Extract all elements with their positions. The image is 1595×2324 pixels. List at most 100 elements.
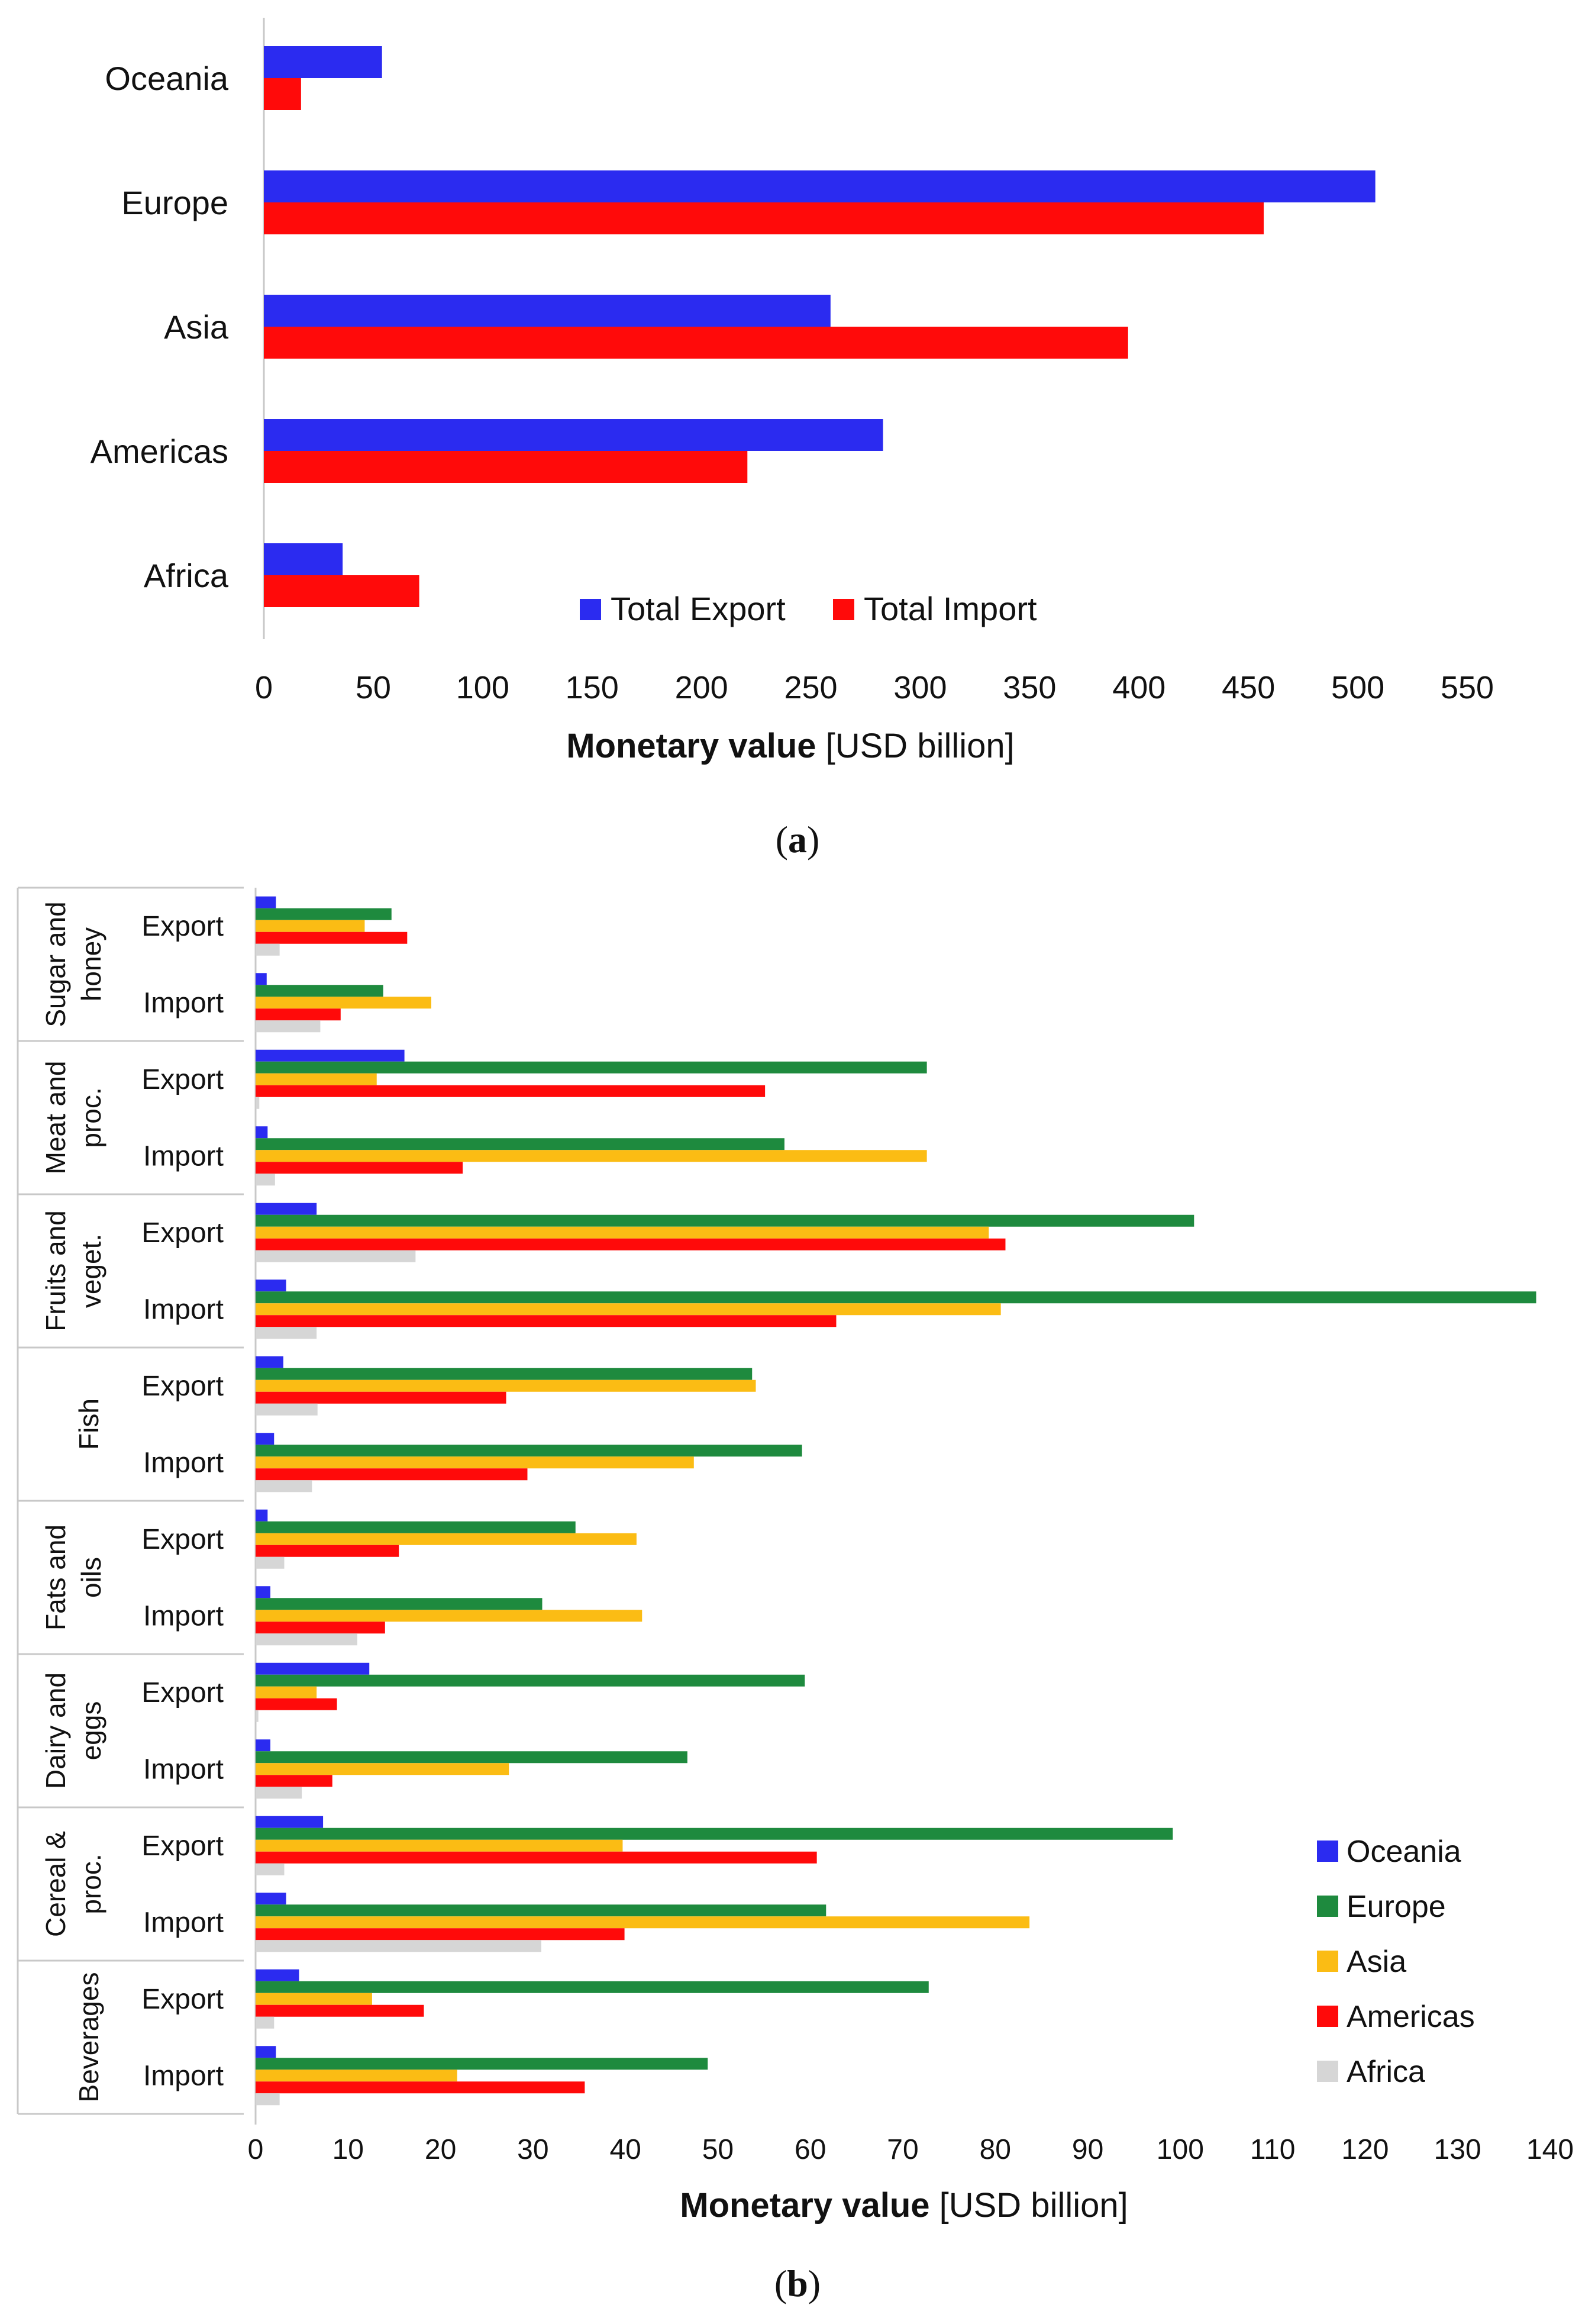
bar-total-import xyxy=(264,327,1128,359)
bar-europe xyxy=(256,1904,826,1917)
row-label: Export xyxy=(141,1371,224,1402)
bar-oceania xyxy=(256,1893,286,1905)
bar-americas xyxy=(256,1391,506,1404)
row-label: Import xyxy=(143,1294,224,1325)
x-axis-label: Monetary value [USD billion] xyxy=(680,2186,1128,2225)
group-label: Sugar and honey xyxy=(40,901,106,1027)
bar-total-import xyxy=(264,78,301,110)
bar-africa xyxy=(256,2016,275,2029)
group-label-line: eggs xyxy=(76,1701,106,1761)
bar-africa xyxy=(256,1174,275,1186)
x-tick-label: 50 xyxy=(702,2134,734,2165)
bar-asia xyxy=(256,920,365,932)
group-label: Beverages xyxy=(73,1972,104,2103)
legend-swatch xyxy=(1317,1840,1338,1862)
x-tick-label: 200 xyxy=(675,670,728,705)
row-label: Import xyxy=(143,1907,224,1938)
bar-europe xyxy=(256,1138,784,1150)
group-label-line: Sugar and xyxy=(40,901,71,1027)
bar-total-export xyxy=(264,170,1376,202)
legend-label: Total Import xyxy=(864,590,1037,627)
bar-africa xyxy=(256,1863,285,1875)
bar-total-export xyxy=(264,419,883,451)
group-label-line: Meat and xyxy=(40,1061,71,1175)
x-tick-label: 450 xyxy=(1222,670,1275,705)
bar-oceania xyxy=(256,1969,299,1981)
bar-africa xyxy=(256,1940,541,1952)
x-tick-label: 0 xyxy=(248,2134,264,2165)
legend-swatch xyxy=(1317,1896,1338,1917)
bar-americas xyxy=(256,1622,385,1634)
legend-label: Total Export xyxy=(611,590,786,627)
bar-africa xyxy=(256,1480,312,1493)
row-label: Export xyxy=(141,1524,224,1555)
bar-asia xyxy=(256,1456,694,1469)
bar-oceania xyxy=(256,1509,268,1522)
group-label: Dairy and eggs xyxy=(40,1672,106,1789)
bar-europe xyxy=(256,1445,802,1457)
bar-asia xyxy=(256,1686,317,1698)
bar-oceania xyxy=(256,1739,271,1752)
x-axis-label-unit: [USD billion] xyxy=(939,2186,1128,2225)
bar-americas xyxy=(256,2004,424,2017)
category-label: Europe xyxy=(121,184,228,221)
group-label-line: proc. xyxy=(76,1087,106,1148)
bar-americas xyxy=(256,1238,1006,1250)
x-axis-label-bold: Monetary value xyxy=(566,727,825,765)
bar-africa xyxy=(256,1097,260,1109)
panel-a-chart: Oceania Europe Asia Americas Africa 0 50 100 150… xyxy=(91,18,1494,860)
x-tick-label: 100 xyxy=(456,670,509,705)
x-tick-label: 130 xyxy=(1434,2134,1481,2165)
bar-asia xyxy=(256,1073,377,1085)
x-tick-label: 40 xyxy=(609,2134,641,2165)
bar-africa xyxy=(256,1787,302,1799)
bar-europe xyxy=(256,1981,929,1993)
group-label-line: Fats and xyxy=(40,1524,71,1630)
x-tick-label: 350 xyxy=(1003,670,1056,705)
x-tick-label: 0 xyxy=(255,670,273,705)
bar-oceania xyxy=(256,2046,276,2058)
bar-oceania xyxy=(256,1203,317,1215)
legend-label: Africa xyxy=(1347,2055,1425,2089)
bar-asia xyxy=(256,1226,989,1239)
bar-oceania xyxy=(256,1279,286,1292)
bar-americas xyxy=(256,931,408,944)
bar-total-export xyxy=(264,295,831,327)
bar-europe xyxy=(256,1751,687,1764)
x-tick-label: 110 xyxy=(1250,2134,1296,2165)
bar-oceania xyxy=(256,973,267,985)
legend-label: Europe xyxy=(1347,1890,1446,1924)
bar-oceania xyxy=(256,896,276,908)
legend-swatch xyxy=(1317,2006,1338,2027)
bar-europe xyxy=(256,1291,1536,1304)
x-tick-label: 120 xyxy=(1341,2134,1389,2165)
bar-asia xyxy=(256,997,431,1009)
bar-total-import xyxy=(264,202,1264,234)
bar-asia xyxy=(256,1916,1030,1929)
group-label-line: Dairy and xyxy=(40,1672,71,1789)
row-label: Import xyxy=(143,1754,224,1785)
bar-oceania xyxy=(256,1586,271,1598)
caption-part: ( xyxy=(774,2262,787,2304)
category-label: Asia xyxy=(164,308,229,346)
legend-swatch xyxy=(1317,1951,1338,1972)
row-label: Export xyxy=(141,1064,224,1095)
row-label: Import xyxy=(143,1600,224,1632)
legend-swatch xyxy=(1317,2061,1338,2082)
bar-americas xyxy=(256,1468,528,1481)
bar-africa xyxy=(256,1710,259,1722)
x-tick-label: 150 xyxy=(566,670,619,705)
x-tick-label: 10 xyxy=(332,2134,364,2165)
group-label-line: Fruits and xyxy=(40,1210,71,1332)
x-axis-label-bold: Monetary value xyxy=(680,2186,939,2225)
bar-africa xyxy=(256,1633,357,1646)
panel-caption: (a) xyxy=(776,818,820,860)
bar-europe xyxy=(256,1598,543,1610)
legend-swatch xyxy=(833,599,854,620)
bar-europe xyxy=(256,985,383,997)
bar-oceania xyxy=(256,1049,405,1062)
bar-americas xyxy=(256,1315,837,1327)
group-label: Fruits and veget. xyxy=(40,1210,106,1332)
group-label-line: honey xyxy=(76,927,106,1001)
